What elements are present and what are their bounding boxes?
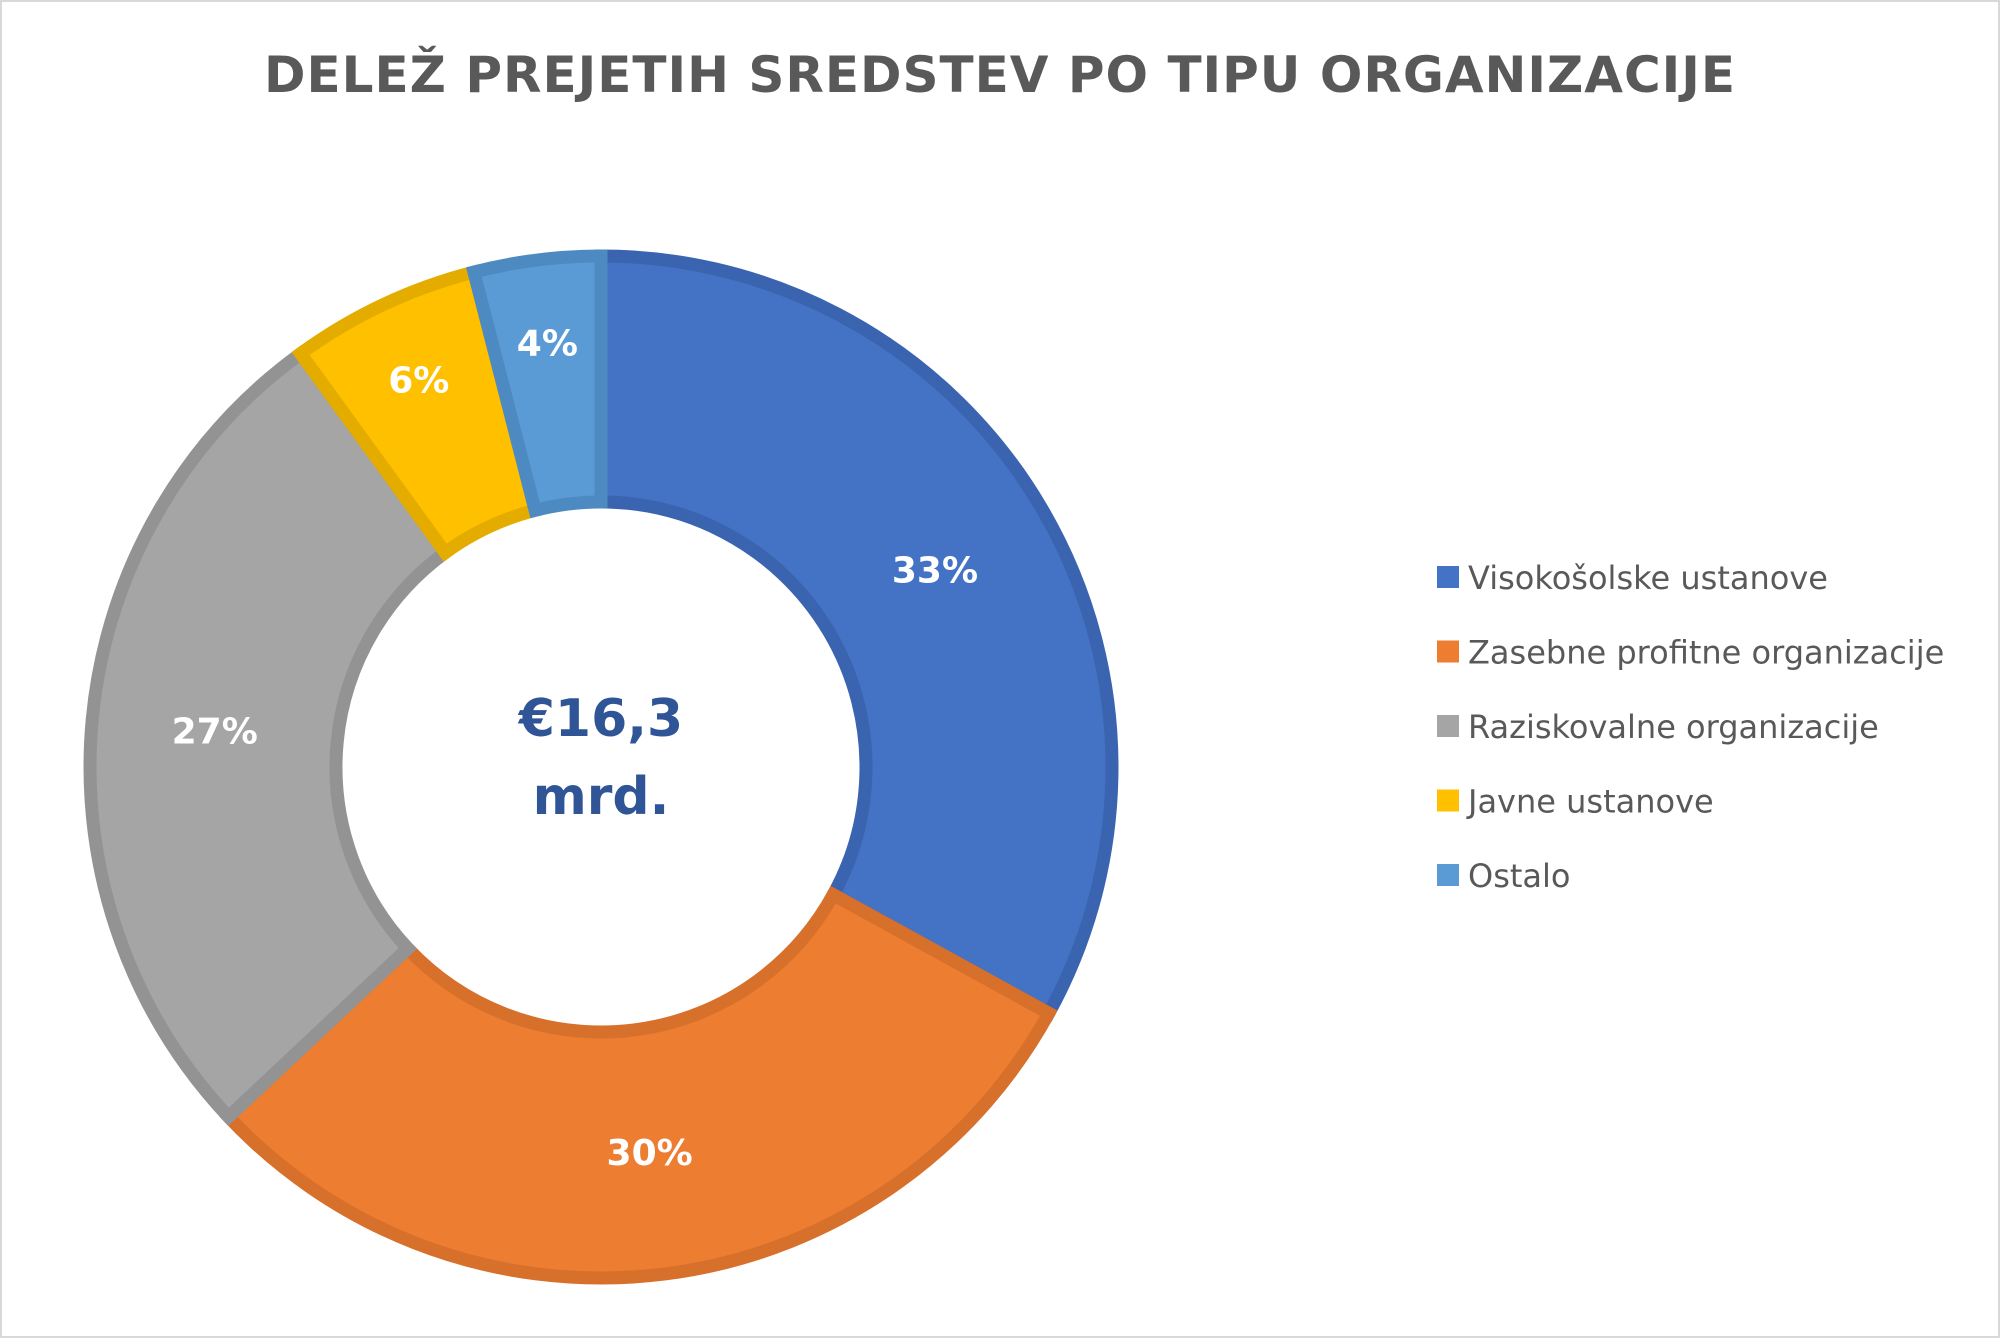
chart-title: DELEŽ PREJETIH SREDSTEV PO TIPU ORGANIZA…	[264, 45, 1736, 104]
legend-label: Zasebne profitne organizacije	[1468, 634, 1944, 672]
legend-label: Raziskovalne organizacije	[1468, 708, 1879, 746]
data-label: 4%	[517, 323, 578, 364]
legend-label: Javne ustanove	[1466, 783, 1714, 821]
center-total-line-2: mrd.	[533, 767, 670, 827]
data-label: 6%	[388, 361, 449, 402]
center-total-line-1: €16,3	[518, 689, 683, 749]
slice-zasebne-profitne-organizacije	[219, 885, 1058, 1285]
slice-ostalo	[466, 249, 608, 519]
legend-label: Ostalo	[1468, 857, 1570, 895]
legend: Visokošolske ustanove Zasebne profitne or…	[1437, 559, 1944, 895]
data-label: 33%	[892, 550, 978, 591]
legend-swatch	[1437, 715, 1459, 737]
legend-swatch	[1437, 566, 1459, 588]
data-label: 30%	[607, 1133, 693, 1174]
legend-swatch	[1437, 864, 1459, 886]
data-label: 27%	[172, 711, 258, 752]
legend-label: Visokošolske ustanove	[1468, 559, 1828, 597]
legend-swatch	[1437, 640, 1459, 663]
slices	[83, 249, 1119, 1285]
data-labels: 33% 30% 27% 6% 4%	[172, 323, 978, 1174]
slice-raziskovalne-organizacije	[83, 344, 455, 1126]
legend-swatch	[1437, 789, 1459, 812]
slice-visoko-olske-ustanove	[594, 249, 1119, 1023]
